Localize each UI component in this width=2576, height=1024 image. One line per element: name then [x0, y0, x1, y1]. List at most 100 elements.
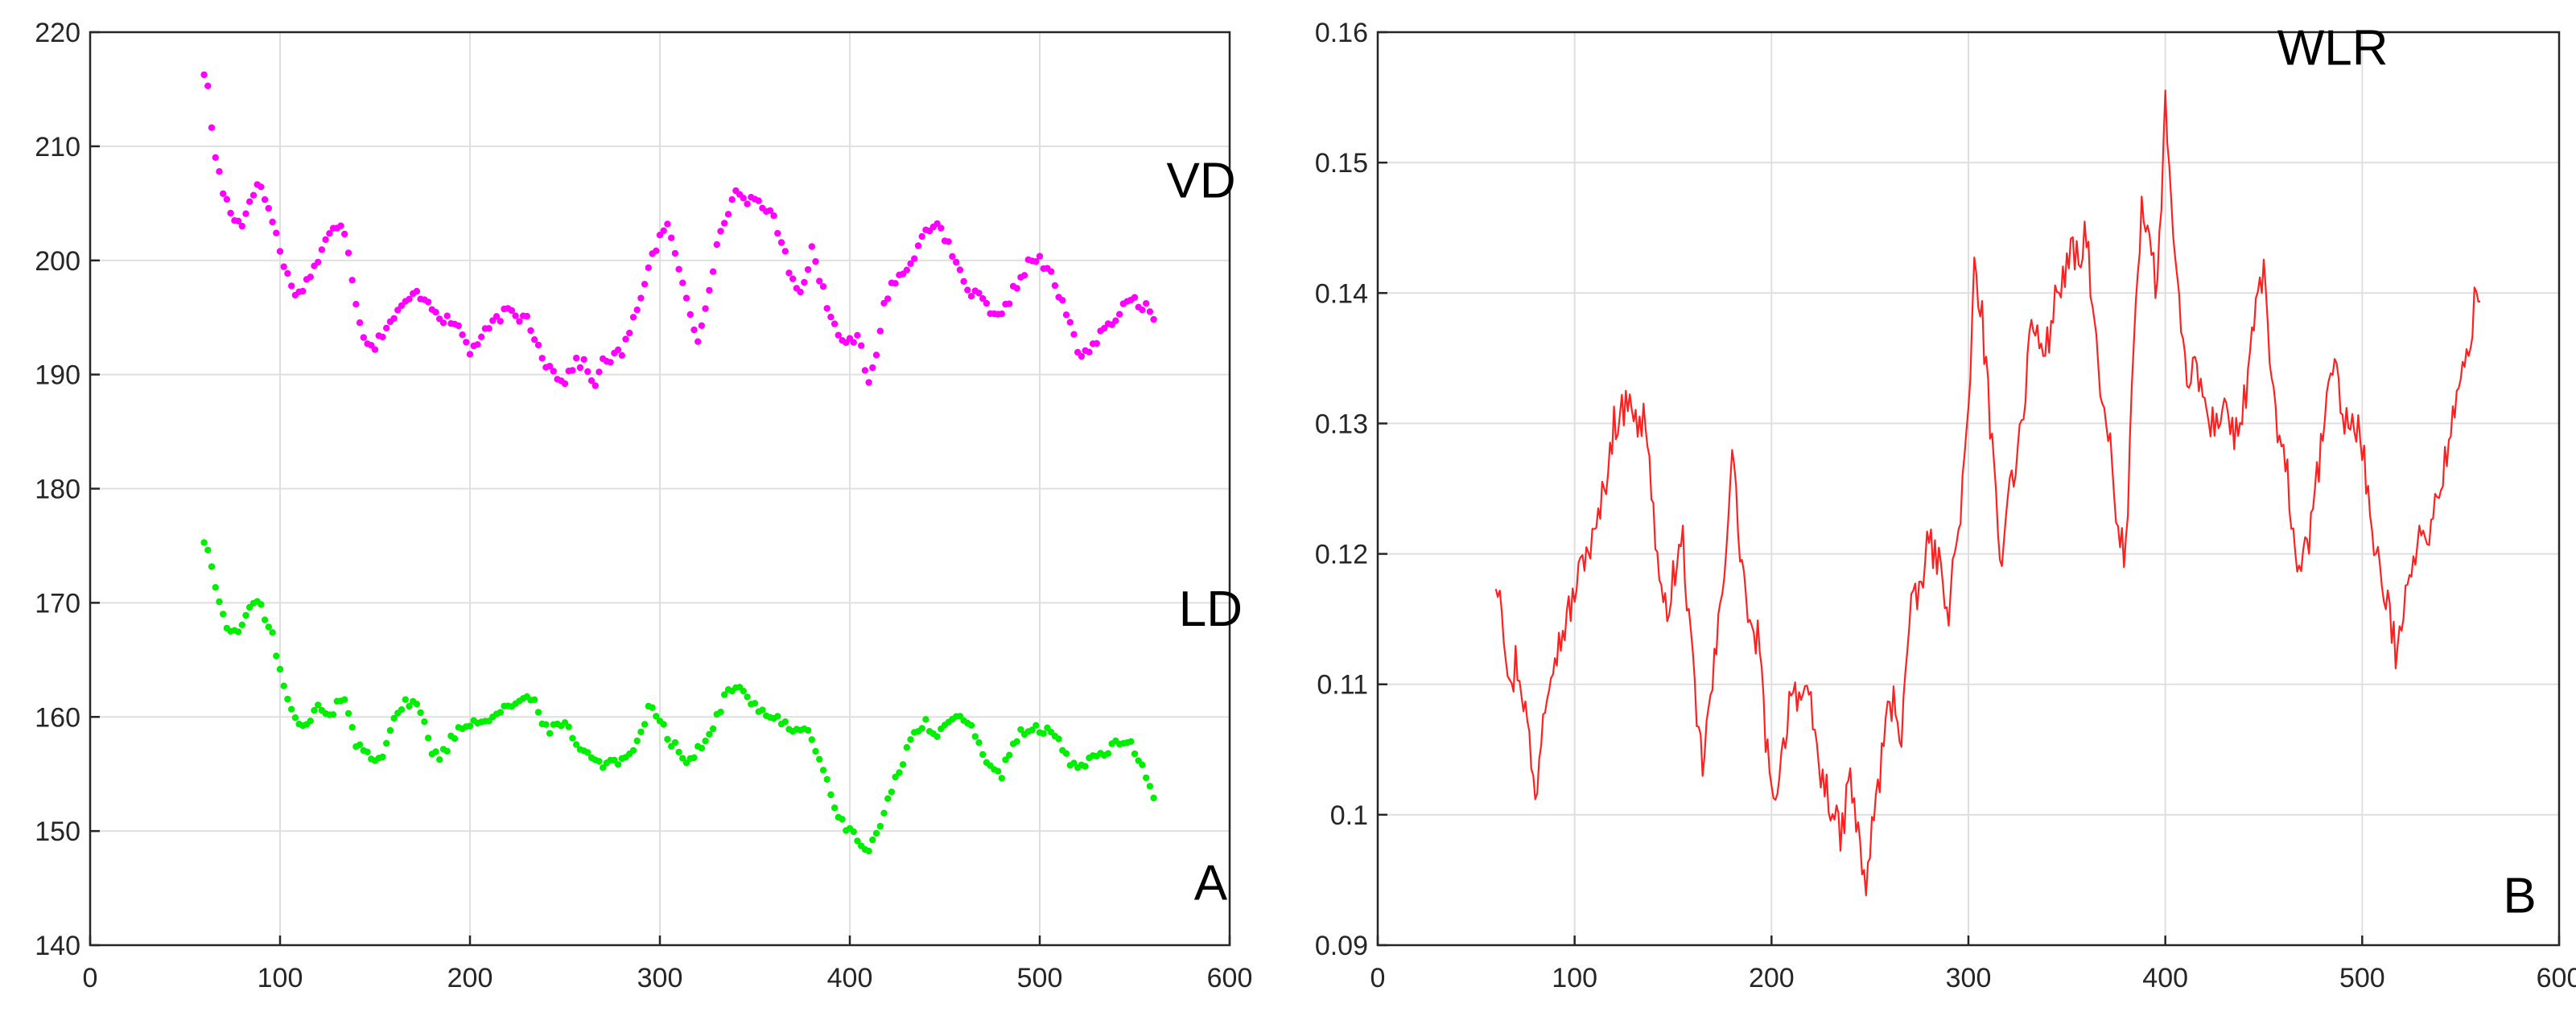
ld-point	[216, 598, 223, 606]
vd-point	[584, 368, 591, 376]
ld-point	[329, 711, 337, 718]
ld-point	[432, 748, 439, 755]
ld-point	[200, 539, 208, 546]
vd-point	[626, 329, 633, 337]
ld-point	[979, 751, 987, 759]
vd-point	[485, 325, 493, 332]
vd-point	[861, 367, 869, 374]
ld-point	[922, 716, 929, 723]
vd-point	[394, 306, 402, 314]
panel-a-chart: 0 100 200 300 400 500 600 140 150 160 170 180 190 200…	[35, 18, 1252, 993]
vd-point	[459, 331, 466, 339]
ld-point	[899, 761, 907, 768]
ld-point	[348, 724, 356, 731]
ld-point	[291, 714, 299, 722]
vd-point	[463, 339, 470, 346]
vd-point	[774, 229, 781, 237]
ld-point	[398, 706, 406, 714]
vd-point	[497, 318, 504, 325]
x-tick-label: 400	[2142, 963, 2188, 993]
panel-b-chart: 0 100 200 300 400 500 600 0.09 0.1 0.11 0.12 0.13 0.…	[1315, 18, 2576, 993]
ld-point	[1006, 751, 1013, 759]
vd-point	[728, 195, 736, 204]
ld-point	[664, 735, 671, 743]
vd-series-label: VD	[1167, 154, 1236, 209]
vd-point	[690, 326, 698, 334]
vd-point	[679, 279, 686, 286]
ld-point	[311, 706, 318, 714]
y-tick-label: 170	[35, 588, 80, 619]
panel-a-ticks: 0 100 200 300 400 500 600 140 150 160 170 180 190 200…	[35, 18, 1252, 993]
vd-point	[945, 238, 952, 245]
ld-point	[744, 693, 751, 701]
vd-point	[307, 273, 314, 281]
ld-point	[497, 709, 504, 716]
vd-point	[865, 379, 872, 386]
vd-point	[561, 380, 569, 388]
vd-point	[614, 346, 622, 353]
ld-point	[819, 767, 827, 774]
vd-point	[653, 247, 660, 254]
ld-point	[971, 733, 979, 740]
ld-point	[383, 739, 390, 747]
vd-point	[531, 336, 538, 343]
ld-point	[1002, 756, 1009, 763]
ld-point	[994, 767, 1002, 775]
vd-point	[755, 197, 762, 204]
ld-point	[413, 701, 421, 708]
y-tick-label: 0.15	[1315, 148, 1368, 179]
ld-point	[816, 755, 823, 763]
x-tick-label: 600	[2537, 963, 2576, 993]
vd-point	[474, 341, 481, 348]
vd-point	[975, 290, 983, 297]
ld-point	[660, 721, 667, 728]
vd-point	[1093, 339, 1101, 348]
ld-point	[390, 714, 398, 722]
ld-point	[869, 836, 876, 844]
vd-point	[455, 322, 462, 330]
vd-point	[694, 338, 702, 345]
vd-point	[835, 331, 843, 339]
vd-point	[724, 211, 732, 218]
vd-point	[432, 308, 439, 316]
ld-point	[903, 744, 911, 751]
y-tick-label: 200	[35, 246, 80, 277]
ld-point	[675, 748, 682, 756]
vd-point	[660, 227, 667, 234]
y-tick-label: 0.09	[1315, 931, 1368, 961]
vd-point	[637, 294, 645, 302]
ld-point	[1017, 726, 1024, 734]
vd-point	[261, 195, 269, 204]
vd-point	[668, 234, 675, 241]
ld-point	[436, 756, 443, 763]
vd-point	[880, 299, 888, 307]
vd-point	[337, 222, 344, 229]
vd-point	[1032, 258, 1040, 265]
vd-point	[789, 275, 797, 282]
ld-point	[261, 616, 269, 623]
ld-point	[831, 804, 839, 812]
vd-point	[854, 331, 861, 339]
panel-a-letter: A	[1194, 855, 1228, 911]
vd-point	[721, 220, 728, 227]
vd-point	[698, 322, 706, 329]
ld-point	[280, 682, 287, 689]
vd-point	[443, 312, 451, 319]
vd-point	[368, 342, 375, 349]
ld-point	[637, 728, 645, 736]
vd-point	[983, 299, 991, 307]
vd-point	[576, 364, 584, 372]
ld-point	[600, 764, 607, 771]
y-tick-label: 180	[35, 475, 80, 505]
vd-point	[808, 243, 815, 250]
vd-point	[398, 302, 406, 310]
ld-point	[884, 795, 892, 802]
vd-point	[831, 320, 839, 327]
vd-point	[622, 335, 629, 343]
ld-point	[315, 701, 322, 709]
ld-point	[307, 718, 314, 725]
ld-point	[269, 629, 276, 636]
vd-point	[949, 253, 956, 260]
ld-point	[1150, 794, 1157, 802]
